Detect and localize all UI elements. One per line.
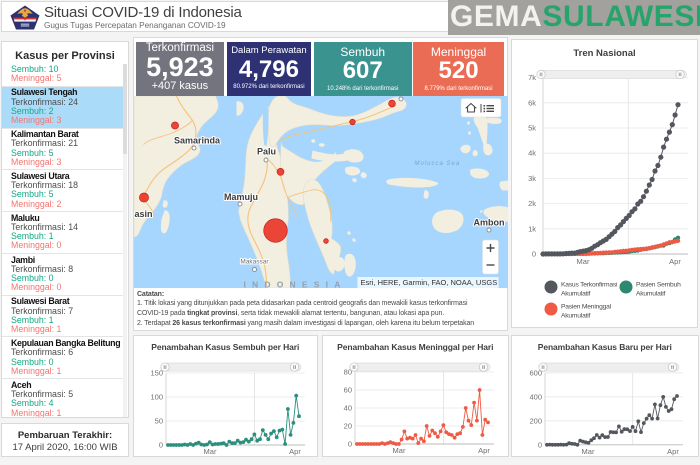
- svg-text:asin: asin: [134, 209, 152, 219]
- svg-text:Apr: Apr: [667, 447, 679, 456]
- svg-text:2k: 2k: [528, 199, 536, 208]
- svg-text:Kasus Terkonfirmasi: Kasus Terkonfirmasi: [561, 282, 618, 289]
- svg-text:3k: 3k: [528, 174, 536, 183]
- svg-text:Mamuju: Mamuju: [223, 192, 257, 202]
- svg-text:Apr: Apr: [289, 447, 301, 456]
- svg-text:6k: 6k: [528, 98, 536, 107]
- svg-text:Mar: Mar: [393, 446, 406, 455]
- svg-text:0: 0: [159, 441, 163, 450]
- svg-text:INDONESIA: INDONESIA: [243, 279, 346, 288]
- svg-text:Mar: Mar: [582, 447, 595, 456]
- svg-text:Mar: Mar: [204, 447, 217, 456]
- svg-text:80: 80: [344, 368, 352, 377]
- svg-text:0: 0: [538, 440, 542, 449]
- svg-text:Molucca Sea: Molucca Sea: [414, 161, 460, 167]
- svg-text:Ambon: Ambon: [473, 217, 504, 227]
- svg-text:Esri, HERE, Garmin, FAO, NOAA,: Esri, HERE, Garmin, FAO, NOAA, USGS: [360, 278, 497, 287]
- svg-text:0: 0: [532, 250, 536, 259]
- svg-text:Apr: Apr: [669, 257, 681, 266]
- svg-text:20: 20: [344, 422, 352, 431]
- svg-text:600: 600: [529, 368, 542, 377]
- svg-text:60: 60: [344, 386, 352, 395]
- svg-text:Apr: Apr: [478, 446, 490, 455]
- svg-text:1k: 1k: [528, 224, 536, 233]
- svg-text:Pasien Sembuh: Pasien Sembuh: [636, 282, 681, 289]
- svg-text:Akumulatif: Akumulatif: [561, 313, 591, 320]
- svg-text:7k: 7k: [528, 73, 536, 82]
- svg-text:Mar: Mar: [577, 257, 590, 266]
- svg-text:Makassar: Makassar: [240, 258, 269, 265]
- svg-text:40: 40: [344, 404, 352, 413]
- svg-text:Palu: Palu: [256, 146, 275, 156]
- svg-text:400: 400: [529, 392, 542, 401]
- svg-text:5k: 5k: [528, 124, 536, 133]
- svg-text:Akumulatif: Akumulatif: [636, 291, 666, 298]
- svg-text:Akumulatif: Akumulatif: [561, 291, 591, 298]
- svg-text:50: 50: [155, 417, 163, 426]
- svg-text:150: 150: [150, 369, 163, 378]
- svg-text:Samarinda: Samarinda: [173, 135, 220, 145]
- svg-text:200: 200: [529, 416, 542, 425]
- svg-text:0: 0: [348, 440, 352, 449]
- svg-text:Pasien Meninggal: Pasien Meninggal: [561, 304, 612, 311]
- svg-text:100: 100: [150, 393, 163, 402]
- svg-text:4k: 4k: [528, 149, 536, 158]
